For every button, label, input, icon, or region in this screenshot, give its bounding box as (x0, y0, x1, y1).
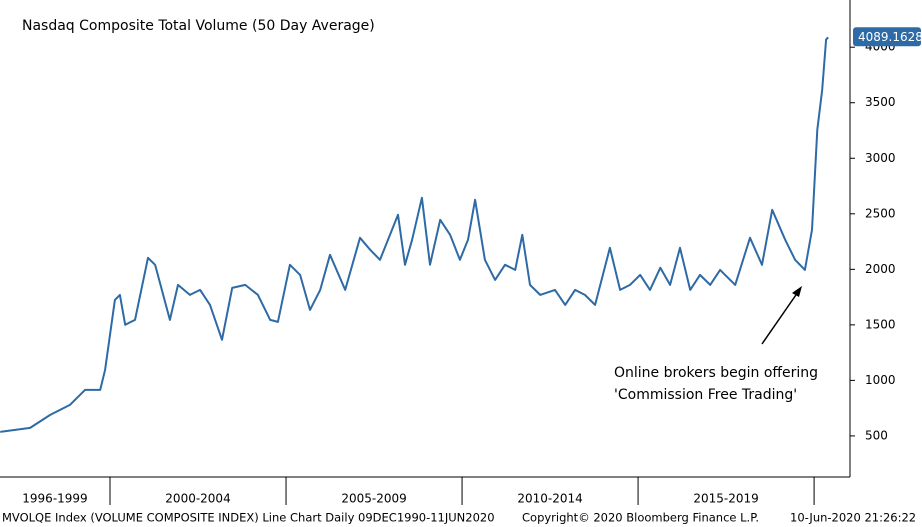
footer: MVOLQE Index (VOLUME COMPOSITE INDEX) Li… (2, 511, 495, 525)
arrow-head (792, 286, 802, 297)
x-category-label: 2015-2019 (693, 492, 758, 506)
y-tick-label: 500 (865, 428, 888, 442)
annotation: Online brokers begin offering (614, 365, 818, 381)
annotation: 'Commission Free Trading' (614, 387, 797, 403)
last-value-box (853, 27, 921, 47)
y-tick-label: 2000 (865, 262, 896, 276)
x-category-label: 1996-1999 (22, 492, 87, 506)
y-tick-label: 1500 (865, 317, 896, 331)
annotation-arrow (761, 291, 799, 345)
line (0, 36, 829, 433)
x-category-label: 2010-2014 (517, 492, 582, 506)
x-category-label: 2000-2004 (165, 492, 230, 506)
footer: 10-Jun-2020 21:26:22 (790, 511, 916, 525)
y-tick-label: 3000 (865, 151, 896, 165)
y-tick-label: 3500 (865, 95, 896, 109)
y-tick-label: 1000 (865, 373, 896, 387)
footer: Copyright© 2020 Bloomberg Finance L.P. (522, 511, 759, 525)
last-value-label: 4089.1628 (858, 30, 922, 44)
chart-title: Nasdaq Composite Total Volume (50 Day Av… (22, 18, 375, 34)
y-tick-label: 2500 (865, 206, 896, 220)
x-category-label: 2005-2009 (341, 492, 406, 506)
